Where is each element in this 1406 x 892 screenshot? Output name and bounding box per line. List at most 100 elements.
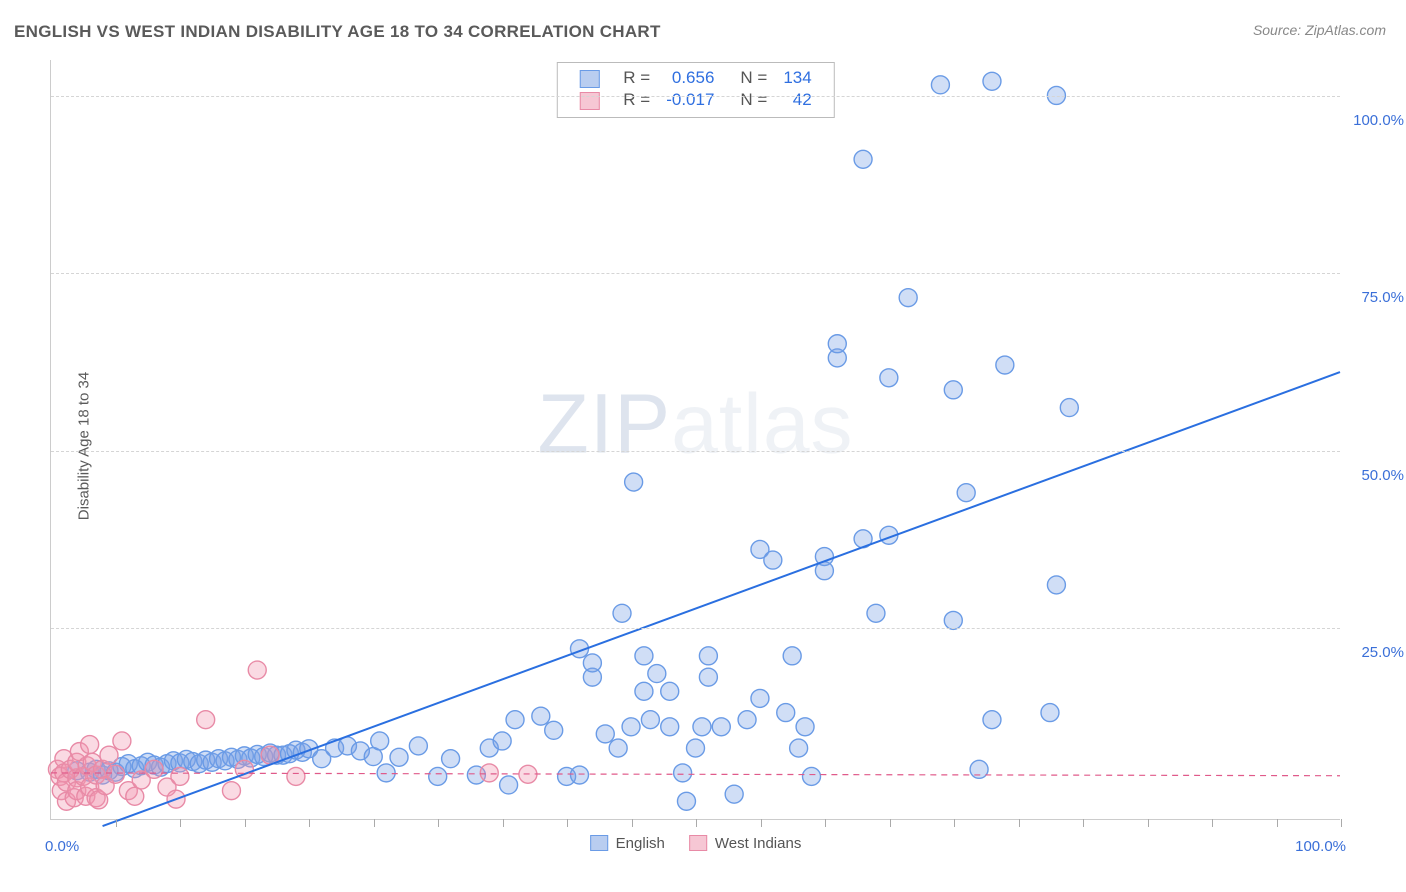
- data-point: [113, 732, 131, 750]
- data-point: [222, 782, 240, 800]
- data-point: [625, 473, 643, 491]
- data-point: [442, 750, 460, 768]
- legend-item: West Indians: [689, 835, 801, 852]
- data-point: [641, 711, 659, 729]
- y-tick-label: 25.0%: [1361, 644, 1404, 661]
- x-tick: [761, 819, 762, 827]
- data-point: [570, 766, 588, 784]
- legend-item: English: [590, 835, 665, 852]
- x-tick: [567, 819, 568, 827]
- x-tick: [309, 819, 310, 827]
- data-point: [828, 335, 846, 353]
- data-point: [106, 765, 124, 783]
- data-point: [899, 289, 917, 307]
- data-point: [996, 356, 1014, 374]
- x-tick: [180, 819, 181, 827]
- data-point: [81, 736, 99, 754]
- data-point: [764, 551, 782, 569]
- data-point: [609, 739, 627, 757]
- x-tick: [116, 819, 117, 827]
- legend-label: West Indians: [715, 835, 801, 852]
- data-point: [390, 748, 408, 766]
- data-point: [613, 604, 631, 622]
- x-axis-origin-label: 0.0%: [45, 838, 79, 855]
- x-tick: [954, 819, 955, 827]
- data-point: [854, 150, 872, 168]
- x-tick: [632, 819, 633, 827]
- data-point: [931, 76, 949, 94]
- data-point: [880, 369, 898, 387]
- data-point: [957, 484, 975, 502]
- data-point: [1041, 704, 1059, 722]
- data-point: [1060, 399, 1078, 417]
- data-point: [287, 767, 305, 785]
- data-point: [500, 776, 518, 794]
- data-point: [751, 689, 769, 707]
- data-point: [635, 647, 653, 665]
- x-tick: [696, 819, 697, 827]
- legend-swatch: [689, 835, 707, 851]
- data-point: [674, 764, 692, 782]
- data-point: [944, 611, 962, 629]
- data-point: [622, 718, 640, 736]
- x-tick: [890, 819, 891, 827]
- x-tick: [438, 819, 439, 827]
- data-point: [783, 647, 801, 665]
- data-point: [371, 732, 389, 750]
- data-point: [777, 704, 795, 722]
- data-point: [145, 760, 163, 778]
- data-point: [699, 647, 717, 665]
- data-point: [532, 707, 550, 725]
- legend-label: English: [616, 835, 665, 852]
- x-tick: [1148, 819, 1149, 827]
- data-point: [796, 718, 814, 736]
- data-point: [803, 767, 821, 785]
- data-point: [699, 668, 717, 686]
- legend-swatch: [590, 835, 608, 851]
- chart-title: ENGLISH VS WEST INDIAN DISABILITY AGE 18…: [14, 22, 661, 42]
- data-point: [738, 711, 756, 729]
- x-tick: [503, 819, 504, 827]
- y-tick-label: 100.0%: [1353, 112, 1404, 129]
- x-axis-max-label: 100.0%: [1295, 838, 1346, 855]
- x-tick: [1212, 819, 1213, 827]
- x-tick: [374, 819, 375, 827]
- data-point: [648, 665, 666, 683]
- data-point: [661, 682, 679, 700]
- x-tick: [1341, 819, 1342, 827]
- data-point: [493, 732, 511, 750]
- data-point: [409, 737, 427, 755]
- data-point: [1047, 576, 1065, 594]
- data-point: [983, 72, 1001, 90]
- data-point: [248, 661, 266, 679]
- data-point: [635, 682, 653, 700]
- data-point: [506, 711, 524, 729]
- data-point: [970, 760, 988, 778]
- data-point: [725, 785, 743, 803]
- x-tick: [825, 819, 826, 827]
- data-point: [197, 711, 215, 729]
- data-point: [596, 725, 614, 743]
- data-point: [171, 767, 189, 785]
- data-point: [583, 654, 601, 672]
- x-tick: [1083, 819, 1084, 827]
- gridline: [51, 628, 1340, 629]
- data-point: [790, 739, 808, 757]
- data-point: [677, 792, 695, 810]
- data-point: [429, 767, 447, 785]
- plot-area: ZIPatlas R =0.656N =134R =-0.017N =42 En…: [50, 60, 1340, 820]
- trend-line: [103, 372, 1340, 826]
- x-tick: [1277, 819, 1278, 827]
- plot-svg: [51, 60, 1340, 819]
- y-tick-label: 75.0%: [1361, 289, 1404, 306]
- source-attribution: Source: ZipAtlas.com: [1253, 22, 1386, 38]
- data-point: [867, 604, 885, 622]
- data-point: [687, 739, 705, 757]
- data-point: [712, 718, 730, 736]
- data-point: [545, 721, 563, 739]
- series-legend: English West Indians: [578, 835, 814, 856]
- x-tick: [245, 819, 246, 827]
- x-tick: [1019, 819, 1020, 827]
- data-point: [100, 746, 118, 764]
- gridline: [51, 96, 1340, 97]
